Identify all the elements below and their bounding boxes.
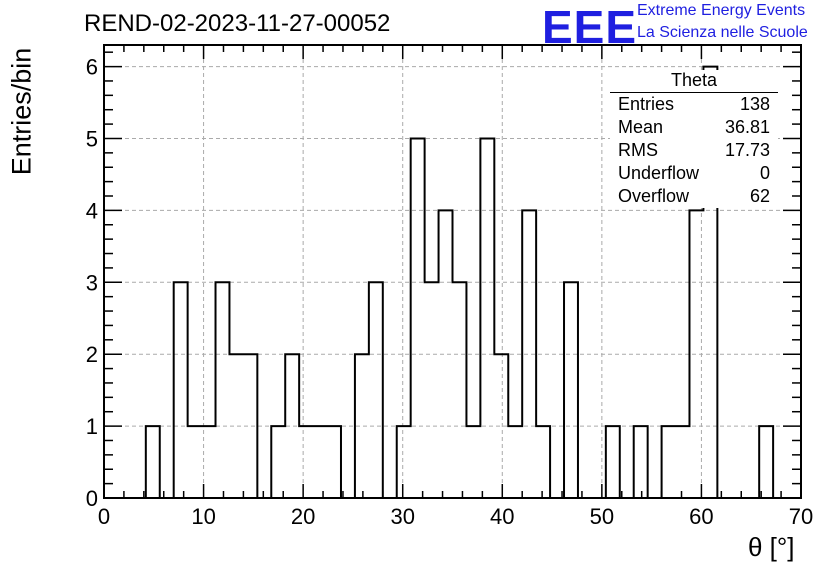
histogram-bins [104, 65, 788, 499]
histogram-bin [676, 426, 690, 498]
histogram-bin [439, 210, 453, 498]
histogram-bin [564, 282, 578, 498]
stats-row-underflow: Underflow 0 [610, 162, 778, 185]
stats-value: 0 [759, 163, 770, 183]
histogram-bin [229, 354, 243, 498]
histogram-bin [606, 426, 620, 498]
histogram-bin [508, 426, 522, 498]
x-tick-label: 20 [291, 504, 315, 529]
stats-value: 36.81 [724, 117, 770, 137]
y-tick-label: 5 [86, 126, 98, 151]
logo-line-1: Extreme Energy Events [637, 2, 806, 19]
histogram-bin [759, 426, 773, 498]
stats-label: Entries [618, 94, 675, 114]
histogram-bin [494, 354, 508, 498]
histogram-bin [327, 426, 341, 498]
histogram-bin [146, 426, 160, 498]
plot-frame [103, 44, 802, 499]
histogram-bin [397, 426, 411, 498]
y-tick-label: 6 [86, 55, 98, 80]
chart-title: REND-02-2023-11-27-00052 [84, 10, 391, 37]
histogram-bin [425, 282, 439, 498]
tick-labels: 0 10 20 30 40 50 60 70 0 1 2 3 4 5 6 [86, 55, 813, 529]
histogram-bin [313, 426, 327, 498]
y-tick-label: 0 [86, 486, 98, 511]
histogram-bin [689, 210, 703, 498]
histogram-outline [104, 65, 788, 499]
x-tick-label: 60 [689, 504, 713, 529]
stats-label: Overflow [618, 186, 690, 206]
histogram-bin [243, 354, 257, 498]
x-tick-label: 10 [191, 504, 215, 529]
x-tick-label: 70 [789, 504, 813, 529]
x-axis-label: θ [°] [748, 532, 795, 562]
stats-row-rms: RMS 17.73 [610, 139, 778, 162]
histogram-bin [285, 354, 299, 498]
histogram-bin [369, 282, 383, 498]
y-axis-label: Entries/bin [6, 47, 37, 176]
grid-lines [104, 45, 801, 498]
stats-label: Mean [618, 117, 664, 137]
stats-value: 17.73 [724, 140, 770, 160]
eee-logo: EEE [542, 1, 638, 53]
histogram-bin [202, 426, 216, 498]
x-tick-label: 30 [390, 504, 414, 529]
stats-box: Theta Entries 138 Mean 36.81 RMS 17.73 Unde… [610, 70, 778, 208]
y-tick-label: 3 [86, 270, 98, 295]
histogram-bin [411, 138, 425, 498]
histogram-bin [355, 354, 369, 498]
histogram-bin [299, 426, 313, 498]
x-tick-label: 50 [590, 504, 614, 529]
y-tick-label: 4 [86, 198, 98, 223]
stats-value: 138 [739, 94, 770, 114]
stats-row-entries: Entries 138 [610, 93, 778, 116]
stats-value: 62 [749, 186, 770, 206]
histogram-bin [216, 282, 230, 498]
stats-label: Underflow [618, 163, 700, 183]
histogram-bin [466, 426, 480, 498]
logo-line-2: La Scienza nelle Scuole [637, 24, 808, 41]
stats-title: Theta [610, 70, 778, 93]
x-tick-label: 0 [98, 504, 110, 529]
x-tick-label: 40 [490, 504, 514, 529]
histogram-bin [536, 426, 550, 498]
y-tick-label: 1 [86, 414, 98, 439]
histogram-bin [522, 210, 536, 498]
histogram-bin [174, 282, 188, 498]
histogram-bin [662, 426, 676, 498]
histogram-bin [634, 426, 648, 498]
histogram-bin [453, 282, 467, 498]
y-tick-label: 2 [86, 342, 98, 367]
stats-row-overflow: Overflow 62 [610, 185, 778, 208]
stats-label: RMS [618, 140, 658, 160]
histogram-bin [480, 138, 494, 498]
histogram-bin [271, 426, 285, 498]
stats-row-mean: Mean 36.81 [610, 116, 778, 139]
histogram-bin [188, 426, 202, 498]
